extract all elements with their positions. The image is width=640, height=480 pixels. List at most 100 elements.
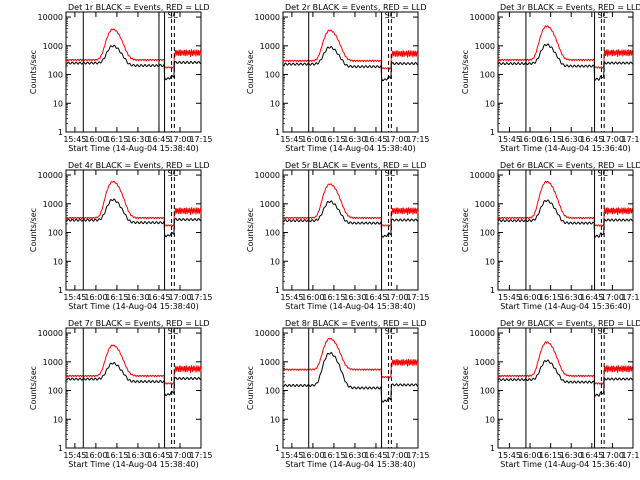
panel-3-xtick-label: 17:15 <box>621 135 640 144</box>
panel-9-ylabel: Counts/sec <box>461 366 470 410</box>
panel-8-ytick-label: 100 <box>265 387 280 396</box>
panel-4-xtick-label: 17:00 <box>168 293 191 302</box>
panel-1-xtick-label: 17:15 <box>189 135 212 144</box>
panel-7-lld-line <box>65 344 202 387</box>
panel-4-xtick-label: 15:45 <box>63 293 86 302</box>
panel-4-ylabel: Counts/sec <box>29 208 38 252</box>
panel-9-xtick-label: 15:45 <box>498 451 521 460</box>
panel-8-ytick-label: 10 <box>270 415 280 424</box>
panel-1-events-line <box>65 44 201 81</box>
panel-5-events-line <box>282 200 418 238</box>
panel-6-marker-label: SC <box>597 169 608 178</box>
panel-5-xtick-label: 16:30 <box>343 293 366 302</box>
panel-7-marker-label: SC <box>168 327 179 336</box>
panel-5-xtick-label: 15:45 <box>280 293 303 302</box>
panel-2-ytick-label: 100 <box>265 71 280 80</box>
panel-1-ylabel: Counts/sec <box>29 50 38 94</box>
panel-5-ylabel: Counts/sec <box>246 208 255 252</box>
panel-2-lld-line <box>282 29 419 71</box>
panel-4-xtick-label: 16:00 <box>84 293 107 302</box>
panel-5-title: Det 5r BLACK = Events, RED = LLD <box>285 161 427 170</box>
panel-3-frame <box>497 11 634 133</box>
panel-1-xtick-label: 16:00 <box>84 135 107 144</box>
panel-6-ytick-label: 1000 <box>475 200 495 209</box>
panel-7-ytick-label: 1000 <box>43 358 63 367</box>
panel-7-xtick-label: 15:45 <box>63 451 86 460</box>
panel-9-ytick-label: 1 <box>490 444 495 453</box>
panel-2-xtick-label: 17:15 <box>406 135 429 144</box>
panel-1-lld-line <box>65 28 202 71</box>
panel-9-xtick-label: 17:00 <box>601 451 624 460</box>
panel-6-xtick-label: 16:15 <box>539 293 562 302</box>
panel-7-xtick-label: 17:15 <box>189 451 212 460</box>
panel-7-xtick-label: 16:15 <box>105 451 128 460</box>
panel-9-xlabel: Start Time (14-Aug-04 15:36:40) <box>500 460 631 469</box>
panel-6-xtick-label: 16:00 <box>519 293 542 302</box>
panel-9-xtick-label: 16:00 <box>519 451 542 460</box>
panel-4-ytick-label: 10 <box>53 257 63 266</box>
panel-6-events-line <box>497 199 633 238</box>
panel-2-xtick-label: 16:15 <box>322 135 345 144</box>
panel-1-ytick-label: 1 <box>58 128 63 137</box>
panel-1-ytick-label: 100 <box>48 71 63 80</box>
panel-3-ylabel: Counts/sec <box>461 50 470 94</box>
panel-5-lld-line <box>282 183 419 229</box>
panel-7-frame <box>65 327 202 449</box>
panel-9-xtick-label: 16:45 <box>580 451 603 460</box>
panel-6-xlabel: Start Time (14-Aug-04 15:36:40) <box>500 302 631 311</box>
panel-9-ytick-label: 1000 <box>475 358 495 367</box>
panel-6-lld-line <box>497 180 633 228</box>
panel-5-xtick-label: 16:00 <box>301 293 324 302</box>
panel-3-ytick-label: 1 <box>490 128 495 137</box>
panel-6-ytick-label: 1 <box>490 286 495 295</box>
panel-7-ytick-label: 10 <box>53 415 63 424</box>
panel-1-ytick-label: 1000 <box>43 42 63 51</box>
panel-2-xlabel: Start Time (14-Aug-04 15:38:40) <box>285 144 416 153</box>
panel-3-xtick-label: 17:00 <box>601 135 624 144</box>
panel-7-ytick-label: 10000 <box>38 329 63 338</box>
panel-6-xtick-label: 15:45 <box>498 293 521 302</box>
panel-2-ytick-label: 10 <box>270 99 280 108</box>
panel-5-ytick-label: 100 <box>265 229 280 238</box>
panel-6-title: Det 6r BLACK = Events, RED = LLD <box>500 161 640 170</box>
panel-1-ytick-label: 10 <box>53 99 63 108</box>
panel-9-ytick-label: 10 <box>485 415 495 424</box>
panel-8-ytick-label: 10000 <box>255 329 280 338</box>
panel-8-xtick-label: 17:00 <box>385 451 408 460</box>
panel-1-xtick-label: 16:45 <box>147 135 170 144</box>
panel-9-ytick-label: 100 <box>480 387 495 396</box>
panel-3-ytick-label: 100 <box>480 71 495 80</box>
panel-3-ytick-label: 1000 <box>475 42 495 51</box>
panel-4-xtick-label: 16:30 <box>126 293 149 302</box>
panel-5-frame <box>282 169 419 291</box>
panel-2-xtick-label: 15:45 <box>280 135 303 144</box>
panel-8-frame <box>282 327 419 449</box>
panel-7-title: Det 7r BLACK = Events, RED = LLD <box>68 319 210 328</box>
panel-9-lld-line <box>497 341 633 386</box>
panel-4-xtick-label: 17:15 <box>189 293 212 302</box>
panel-4-marker-label: SC <box>168 169 179 178</box>
panel-3-lld-line <box>497 25 633 70</box>
panel-3-xlabel: Start Time (14-Aug-04 15:36:40) <box>500 144 631 153</box>
panel-9-ytick-label: 10000 <box>470 329 495 338</box>
panel-6-ytick-label: 100 <box>480 229 495 238</box>
panel-2-ytick-label: 1 <box>275 128 280 137</box>
panel-8-title: Det 8r BLACK = Events, RED = LLD <box>285 319 427 328</box>
panel-8-xtick-label: 17:15 <box>406 451 429 460</box>
panel-2-ytick-label: 10000 <box>255 13 280 22</box>
panel-6-xtick-label: 17:15 <box>621 293 640 302</box>
panel-2-ytick-label: 1000 <box>260 42 280 51</box>
panel-5-xtick-label: 17:00 <box>385 293 408 302</box>
panel-8-events-line <box>282 352 419 403</box>
panel-8-xtick-label: 16:45 <box>364 451 387 460</box>
panel-3-ytick-label: 10 <box>485 99 495 108</box>
panel-3-marker-label: SC <box>597 11 608 20</box>
panel-2-frame <box>282 11 419 133</box>
panel-2-ylabel: Counts/sec <box>246 50 255 94</box>
panel-3-xtick-label: 16:00 <box>519 135 542 144</box>
panel-4-xtick-label: 16:45 <box>147 293 170 302</box>
panel-1-xtick-label: 16:15 <box>105 135 128 144</box>
panel-3-title: Det 3r BLACK = Events, RED = LLD <box>500 3 640 12</box>
panel-4-ytick-label: 10000 <box>38 171 63 180</box>
